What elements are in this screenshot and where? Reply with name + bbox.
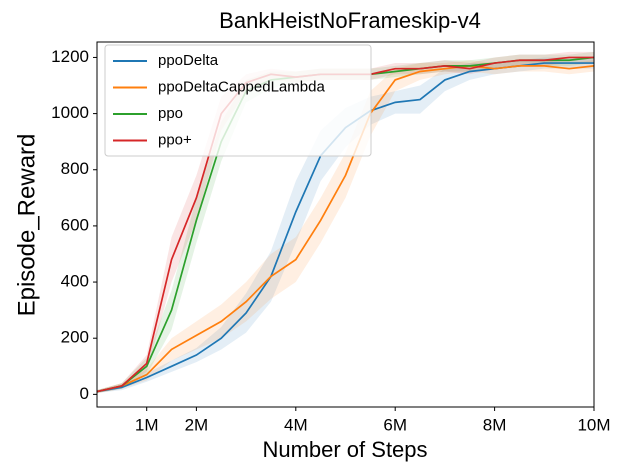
chart-title: BankHeistNoFrameskip-v4 [219, 8, 481, 33]
x-tick-label: 10M [577, 415, 610, 434]
legend-label: ppo+ [158, 131, 192, 148]
y-tick-label: 200 [61, 328, 89, 347]
y-tick-label: 800 [61, 159, 89, 178]
legend-frame [104, 44, 372, 157]
series-line [96, 65, 595, 393]
confidence-band [97, 51, 594, 393]
legend-label: ppo [158, 105, 183, 122]
confidence-band [97, 60, 594, 393]
y-tick-label: 0 [80, 384, 89, 403]
legend-label: ppoDeltaCappedLambda [158, 78, 325, 95]
y-tick-label: 1200 [51, 47, 89, 66]
x-tick-label: 6M [383, 415, 407, 434]
plot-frame [96, 41, 595, 408]
legend-label: ppoDelta [158, 52, 219, 69]
x-axis-label: Number of Steps [262, 437, 427, 462]
x-tick-label: 2M [185, 415, 209, 434]
x-tick-label: 1M [135, 415, 159, 434]
legend: ppoDelta ppoDeltaCappedLambda ppo ppo+ [104, 44, 372, 157]
y-tick-label: 400 [61, 272, 89, 291]
x-tick-label: 4M [284, 415, 308, 434]
x-tick-label: 8M [483, 415, 507, 434]
y-tick-label: 1000 [51, 103, 89, 122]
y-tick-label: 600 [61, 215, 89, 234]
y-axis-label: Episode_Reward [13, 134, 40, 317]
